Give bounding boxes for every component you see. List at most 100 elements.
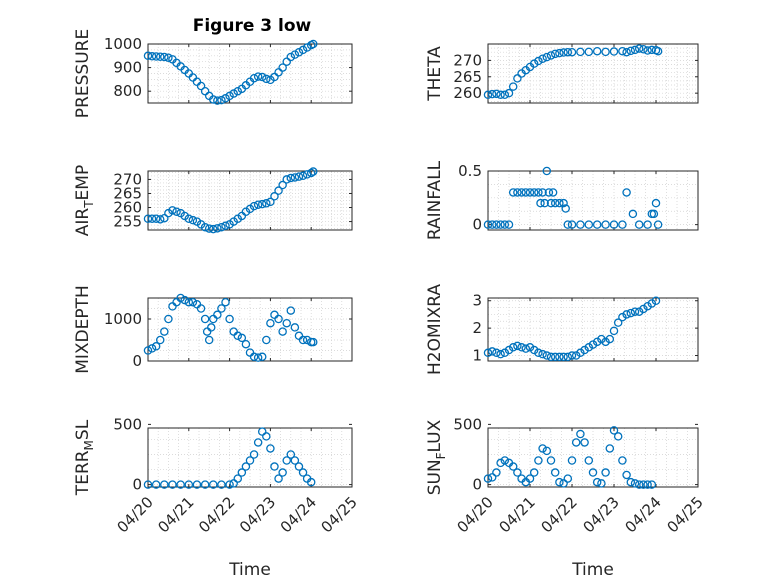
data-point — [584, 456, 594, 465]
data-point — [542, 166, 552, 176]
data-point — [155, 52, 165, 61]
data-point — [525, 188, 535, 197]
data-point — [571, 438, 581, 447]
data-point — [550, 49, 560, 59]
data-point — [584, 343, 594, 352]
data-point — [274, 314, 283, 324]
data-point — [217, 222, 226, 232]
data-point — [609, 326, 619, 336]
data-point — [294, 462, 304, 471]
data-point — [643, 301, 652, 311]
data-point — [266, 197, 275, 207]
data-point — [643, 480, 652, 489]
data-point — [525, 343, 535, 352]
data-point — [241, 462, 251, 471]
data-point — [626, 308, 636, 318]
data-point — [160, 327, 169, 336]
y-axis-label: RAINFALL — [425, 160, 445, 240]
data-point — [164, 314, 173, 324]
data-point — [601, 47, 610, 57]
data-point — [151, 342, 161, 351]
data-point — [508, 82, 518, 91]
data-point — [206, 323, 216, 332]
data-point — [257, 72, 267, 82]
data-point — [592, 220, 602, 229]
data-point — [483, 474, 493, 483]
axis-box — [147, 427, 353, 488]
data-point — [184, 480, 194, 489]
data-point — [546, 51, 556, 60]
data-point — [204, 335, 214, 345]
data-point — [576, 429, 585, 439]
data-point — [188, 297, 198, 307]
data-point — [308, 167, 318, 176]
data-point — [500, 456, 510, 465]
data-point — [521, 188, 531, 197]
data-point — [618, 456, 627, 465]
data-point — [496, 90, 505, 100]
data-point — [160, 213, 169, 223]
data-point — [628, 209, 638, 219]
data-point — [546, 352, 556, 362]
data-point — [508, 462, 518, 471]
y-tick-label: 500 — [453, 415, 482, 433]
data-point — [534, 348, 543, 358]
data-point — [249, 352, 259, 362]
data-point — [538, 188, 547, 197]
data-point — [618, 220, 627, 229]
y-tick-label: 1000 — [104, 310, 142, 328]
data-point — [550, 468, 560, 477]
data-point — [576, 348, 585, 358]
data-point — [262, 199, 271, 208]
y-tick-label: 1000 — [104, 35, 142, 53]
data-point — [164, 53, 173, 62]
data-point — [213, 310, 222, 320]
data-point — [286, 450, 296, 459]
data-point — [563, 47, 573, 57]
data-point — [262, 432, 271, 441]
data-point — [567, 351, 577, 360]
data-point — [529, 468, 539, 477]
data-point — [180, 295, 189, 305]
y-tick-label: 0 — [132, 476, 142, 494]
data-point — [160, 480, 169, 489]
data-point — [253, 200, 263, 209]
y-tick-label: 265 — [113, 184, 142, 202]
data-point — [282, 175, 291, 184]
data-point — [487, 220, 497, 229]
data-point — [487, 89, 497, 99]
data-point — [649, 209, 659, 219]
data-point — [605, 444, 615, 453]
data-point — [270, 192, 279, 201]
data-point — [588, 468, 598, 477]
data-point — [496, 349, 505, 359]
data-point — [559, 479, 568, 488]
data-point — [601, 468, 610, 477]
data-point — [237, 333, 247, 343]
data-point — [626, 46, 636, 56]
data-point — [643, 220, 652, 229]
data-point — [513, 74, 522, 83]
data-point — [609, 426, 619, 435]
data-point — [200, 314, 210, 324]
data-point — [555, 477, 564, 487]
data-point — [294, 172, 304, 181]
data-point — [308, 39, 318, 49]
data-point — [634, 44, 644, 53]
data-point — [221, 221, 230, 231]
data-point — [225, 314, 234, 324]
data-point — [290, 456, 300, 465]
panel-1: 800 900 1000 PRESSURE — [73, 29, 353, 118]
data-point — [151, 480, 161, 489]
y-tick-label: 0.5 — [458, 162, 482, 180]
panel-4: 0 0.5 RAINFALL — [425, 160, 699, 240]
data-point — [584, 47, 594, 57]
data-point — [209, 224, 218, 234]
data-point — [622, 47, 631, 57]
data-point — [630, 45, 640, 55]
panel-6: 1 2 3 H2OMIXRA — [425, 284, 699, 375]
data-point — [559, 48, 568, 57]
data-point — [647, 299, 657, 308]
